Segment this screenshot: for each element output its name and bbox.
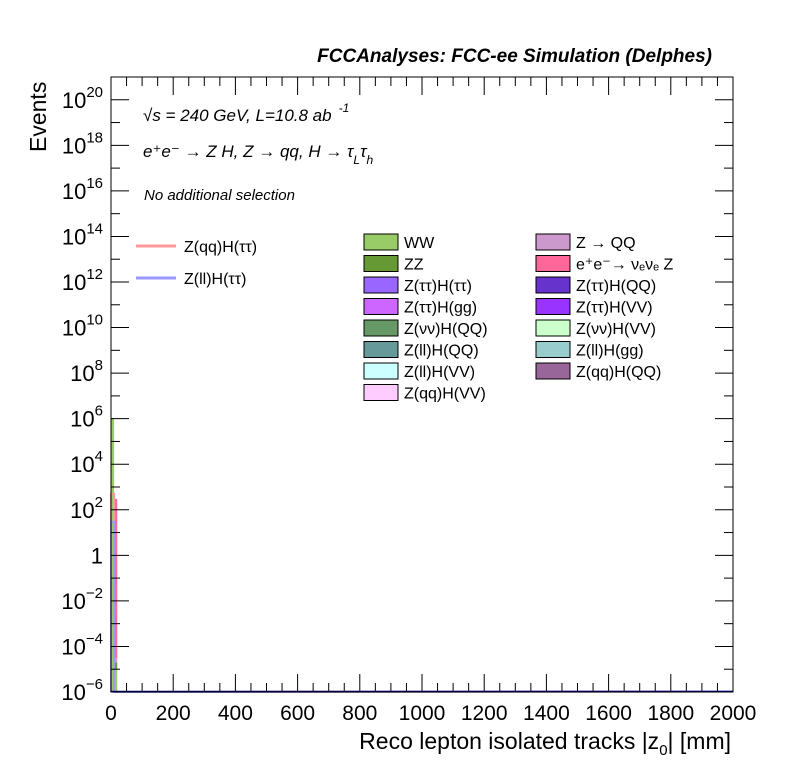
legend-col1-swatch-3: [363, 298, 399, 315]
legend-col2-swatch-3: [535, 298, 571, 315]
y-tick-label-12: 1012: [62, 266, 103, 295]
legend-col2-label-2: Z(ττ)H(QQ): [576, 278, 656, 295]
process-tau: τ: [360, 142, 368, 161]
process-annotation: e⁺e⁻ → Z H, Z → qq, H → τLτh: [143, 142, 373, 167]
legend-col1-swatch-7: [363, 384, 399, 401]
y-tick-label-4: 104: [70, 448, 103, 477]
stack-bar-3-1: [114, 498, 118, 659]
energy-annotation: √s = 240 GeV, L=10.8 ab -1: [143, 101, 349, 125]
x-tick-label-1400: 1400: [523, 702, 570, 725]
legend-col1-swatch-5: [363, 341, 399, 358]
legend-col1-label-6: Z(ll)H(VV): [404, 364, 475, 381]
legend-col1-label-3: Z(ττ)H(gg): [404, 300, 477, 317]
selection-annotation: No additional selection: [144, 187, 295, 204]
legend-backgrounds: WW ZZ Z(ττ)H(ττ) Z(ττ)H(gg) Z(νν)H(QQ) Z(ll)H…: [363, 233, 673, 403]
legend-col2-swatch-0: [535, 233, 571, 251]
y-tick-label-10: 1010: [62, 312, 103, 341]
legend-col1-swatch-6: [363, 362, 399, 380]
x-tick-label-0: 0: [105, 702, 117, 725]
legend-col1-label-5: Z(ll)H(QQ): [404, 343, 479, 360]
x-tick-label-1000: 1000: [399, 702, 446, 725]
legend-col2-label-1: e⁺e⁻→ νₑνₑ Z: [576, 257, 673, 274]
x-axis-label-main: Reco lepton isolated tracks |z: [359, 728, 659, 754]
x-tick-label-1200: 1200: [461, 702, 508, 725]
x-axis-tick-labels: 0 200 400 600 800 1000 1200 1400 1600 1800 2000: [105, 702, 756, 725]
y-tick-label-0: 1: [91, 543, 103, 568]
x-tick-label-2000: 2000: [710, 702, 757, 725]
legend-col1-label-2: Z(ττ)H(ττ): [404, 278, 472, 295]
legend-signals: Z(qq)H(ττ) Z(ll)H(ττ): [136, 239, 257, 288]
legend-col1-label-7: Z(qq)H(VV): [404, 386, 486, 403]
y-axis-tick-labels: 10−6 10−4 10−2 1 102 104 106 108 1010 1012 1014 101…: [61, 84, 103, 705]
x-tick-label-600: 600: [280, 702, 315, 725]
y-tick-label--6: 10−6: [61, 676, 103, 705]
chart-title: FCCAnalyses: FCC-ee Simulation (Delphes): [317, 46, 712, 67]
legend-signal-label-1: Z(ll)H(ττ): [184, 271, 246, 288]
legend-col2-swatch-6: [535, 362, 571, 380]
legend-col2-label-0: Z → QQ: [576, 235, 636, 252]
x-tick-label-400: 400: [218, 702, 253, 725]
legend-col1-label-0: WW: [404, 235, 435, 252]
legend-col2-label-6: Z(qq)H(QQ): [576, 364, 661, 381]
legend-signal-label-0: Z(qq)H(ττ): [184, 239, 257, 256]
legend-col1-swatch-4: [363, 319, 399, 337]
y-tick-label-16: 1016: [62, 175, 103, 204]
y-tick-label-6: 106: [70, 403, 103, 432]
y-tick-label-20: 1020: [62, 84, 103, 113]
y-tick-label--4: 10−4: [61, 630, 103, 659]
x-axis-label-subscript: 0: [659, 742, 667, 759]
energy-text: √s = 240 GeV, L=10.8 ab: [143, 106, 332, 125]
y-tick-label-18: 1018: [62, 129, 103, 158]
y-tick-label-2: 102: [70, 494, 103, 523]
y-axis-label: Events: [25, 82, 51, 152]
legend-col1-swatch-2: [363, 276, 399, 294]
luminosity-exponent: -1: [339, 101, 350, 115]
legend-col2-swatch-5: [535, 341, 571, 358]
y-tick-label--2: 10−2: [61, 585, 103, 614]
y-tick-label-8: 108: [70, 357, 103, 386]
x-tick-label-800: 800: [342, 702, 377, 725]
stack-bar-1-1: [114, 662, 118, 670]
process-subscript-h: h: [366, 153, 373, 167]
legend-col1-label-4: Z(νν)H(QQ): [404, 321, 488, 338]
legend-col2-swatch-1: [535, 255, 571, 272]
stack-bar-0-1: [114, 669, 118, 692]
legend-col1-swatch-0: [363, 233, 399, 251]
x-tick-label-200: 200: [156, 702, 191, 725]
x-axis-label: Reco lepton isolated tracks |z0| [mm]: [359, 728, 731, 759]
legend-col2-label-3: Z(ττ)H(VV): [576, 300, 653, 317]
legend-col1-swatch-1: [363, 255, 399, 272]
legend-col2-swatch-2: [535, 276, 571, 294]
legend-col2-swatch-4: [535, 319, 571, 337]
y-tick-label-14: 1014: [62, 220, 103, 249]
x-tick-label-1600: 1600: [585, 702, 632, 725]
stack-bar-2-1: [114, 658, 118, 663]
legend-col1-label-1: ZZ: [404, 257, 424, 274]
x-axis-label-suffix: | [mm]: [668, 728, 731, 754]
x-axis-ticks: [110, 77, 734, 692]
legend-col2-label-5: Z(ll)H(gg): [576, 343, 644, 360]
process-text: e⁺e⁻ → Z H, Z → qq, H → τ: [143, 142, 355, 161]
process-subscript-l: L: [353, 153, 360, 167]
x-tick-label-1800: 1800: [647, 702, 694, 725]
y-axis-ticks: [111, 76, 733, 693]
legend-col2-label-4: Z(νν)H(VV): [576, 321, 656, 338]
